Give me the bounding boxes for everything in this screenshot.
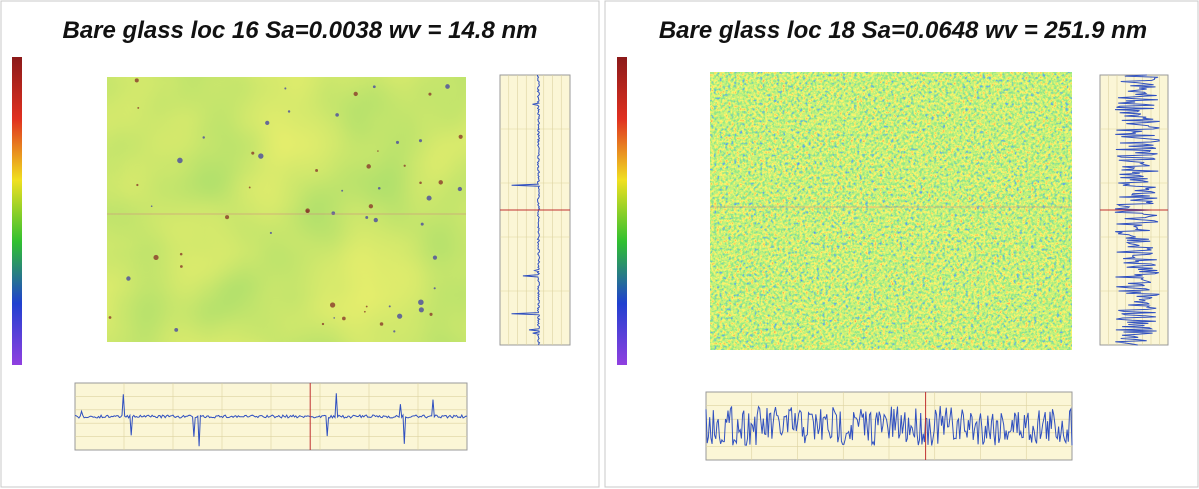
- defect: [333, 317, 336, 319]
- defect: [265, 120, 270, 125]
- defect: [341, 189, 344, 192]
- defect: [225, 215, 230, 220]
- panel-title: Bare glass loc 16 Sa=0.0038 wv = 14.8 nm: [63, 17, 538, 44]
- defect: [457, 186, 463, 192]
- defect: [418, 139, 423, 143]
- defect: [418, 299, 424, 306]
- defect: [433, 287, 436, 290]
- color-scale: [12, 57, 22, 365]
- defect: [445, 84, 450, 89]
- defect: [179, 252, 183, 256]
- defect: [365, 305, 368, 308]
- defect: [429, 312, 433, 316]
- defect: [287, 110, 291, 113]
- defect: [202, 136, 205, 139]
- defect: [365, 215, 369, 219]
- trace: [74, 393, 468, 447]
- profile-traces: [74, 74, 1168, 460]
- defect: [403, 164, 406, 167]
- defect: [284, 87, 287, 90]
- defect: [315, 168, 319, 172]
- panel-frame: [0, 0, 600, 488]
- height-map: [710, 72, 1072, 350]
- defect: [393, 330, 396, 333]
- panel-title: Bare glass loc 18 Sa=0.0648 wv = 251.9 n…: [659, 17, 1147, 44]
- defect: [134, 78, 139, 83]
- defect: [177, 157, 183, 164]
- defect: [353, 91, 358, 97]
- defect: [372, 85, 376, 89]
- defect: [458, 134, 463, 139]
- defect: [432, 255, 438, 260]
- defect: [248, 186, 251, 189]
- defect: [420, 222, 424, 226]
- defect: [137, 106, 140, 109]
- defect-dots: [108, 78, 463, 333]
- defect: [321, 322, 325, 326]
- height-map: [107, 77, 466, 342]
- defect: [419, 181, 422, 185]
- defect: [342, 316, 346, 321]
- defect: [363, 310, 366, 313]
- trace: [705, 405, 1073, 447]
- defect: [153, 254, 159, 261]
- defect: [305, 208, 310, 214]
- defect: [108, 316, 112, 319]
- defect: [179, 265, 183, 268]
- defect: [368, 204, 374, 209]
- defect: [331, 211, 336, 216]
- defect: [136, 183, 139, 187]
- defect: [438, 180, 443, 185]
- defect: [388, 305, 391, 308]
- defect: [395, 140, 400, 144]
- defect: [418, 307, 424, 313]
- defect: [377, 150, 379, 152]
- defect: [366, 164, 371, 169]
- defect: [269, 231, 272, 235]
- defect: [174, 328, 179, 332]
- defect: [377, 186, 381, 190]
- defect: [329, 302, 336, 308]
- defect: [379, 322, 384, 326]
- color-scale: [617, 57, 627, 365]
- defect: [126, 276, 131, 281]
- panel-frame: [604, 0, 1199, 488]
- defect: [335, 113, 339, 117]
- defect: [251, 151, 255, 155]
- defect: [150, 205, 153, 208]
- defect: [428, 92, 432, 96]
- defect: [397, 313, 403, 319]
- defect: [426, 195, 432, 201]
- defect: [373, 217, 378, 223]
- defect: [258, 153, 264, 159]
